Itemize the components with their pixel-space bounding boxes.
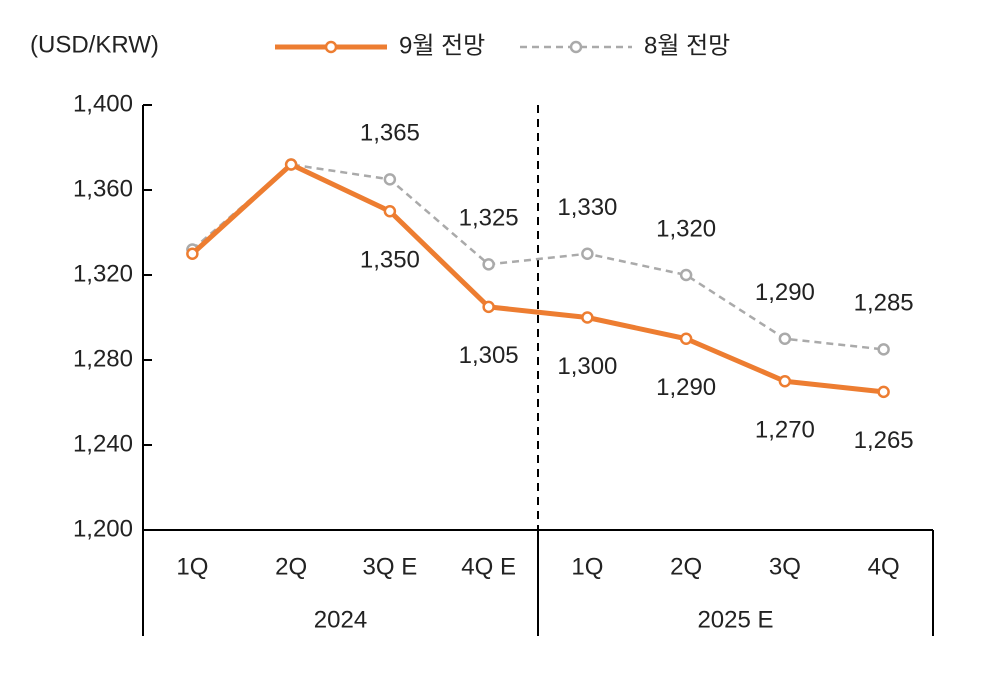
x-tick-label: 4Q (868, 553, 900, 580)
y-tick-label: 1,200 (73, 515, 133, 542)
series-line (191, 163, 884, 351)
series-marker (284, 158, 298, 171)
x-tick-label: 2Q (670, 553, 702, 580)
series-marker (383, 205, 397, 218)
series-marker (778, 332, 792, 345)
x-tick-label: 3Q E (363, 553, 418, 580)
series-marker (383, 173, 397, 186)
series-marker (482, 300, 495, 314)
series-marker (778, 375, 792, 388)
data-label: 1,285 (854, 290, 914, 317)
x-tick-label: 2Q (275, 553, 307, 580)
data-label: 1,265 (854, 427, 914, 454)
legend-marker (324, 40, 338, 54)
legend-marker (569, 40, 583, 54)
data-label: 1,320 (656, 215, 716, 242)
y-tick-label: 1,240 (73, 430, 133, 457)
legend-label: 9월 전망 (399, 32, 485, 59)
data-label: 1,305 (459, 342, 519, 369)
series-marker (581, 311, 594, 324)
y-tick-label: 1,320 (73, 260, 133, 287)
data-label: 1,330 (557, 194, 617, 221)
x-tick-label: 1Q (571, 553, 603, 580)
x-tick-label: 4Q E (461, 553, 516, 580)
data-label: 1,290 (656, 374, 716, 401)
series-marker (877, 385, 890, 399)
y-tick-label: 1,360 (73, 175, 133, 202)
series-marker (679, 268, 693, 282)
y-axis-label: (USD/KRW) (30, 31, 159, 58)
y-tick-label: 1,400 (73, 90, 133, 117)
legend-label: 8월 전망 (644, 32, 730, 59)
x-tick-label: 3Q (769, 553, 801, 580)
data-label: 1,325 (459, 205, 519, 232)
data-label: 1,290 (755, 279, 815, 306)
data-label: 1,350 (360, 247, 420, 274)
data-label: 1,270 (755, 417, 815, 444)
series-marker (482, 258, 495, 271)
series-line (190, 162, 884, 395)
data-label: 1,300 (557, 353, 617, 380)
x-tick-label: 1Q (176, 553, 208, 580)
group-label: 2024 (314, 606, 367, 633)
data-label: 1,365 (360, 120, 420, 147)
series-marker (679, 332, 693, 345)
series-marker (186, 247, 199, 260)
series-marker (877, 343, 890, 356)
group-label: 2025 E (697, 606, 773, 633)
y-tick-label: 1,280 (73, 345, 133, 372)
series-marker (581, 247, 594, 260)
